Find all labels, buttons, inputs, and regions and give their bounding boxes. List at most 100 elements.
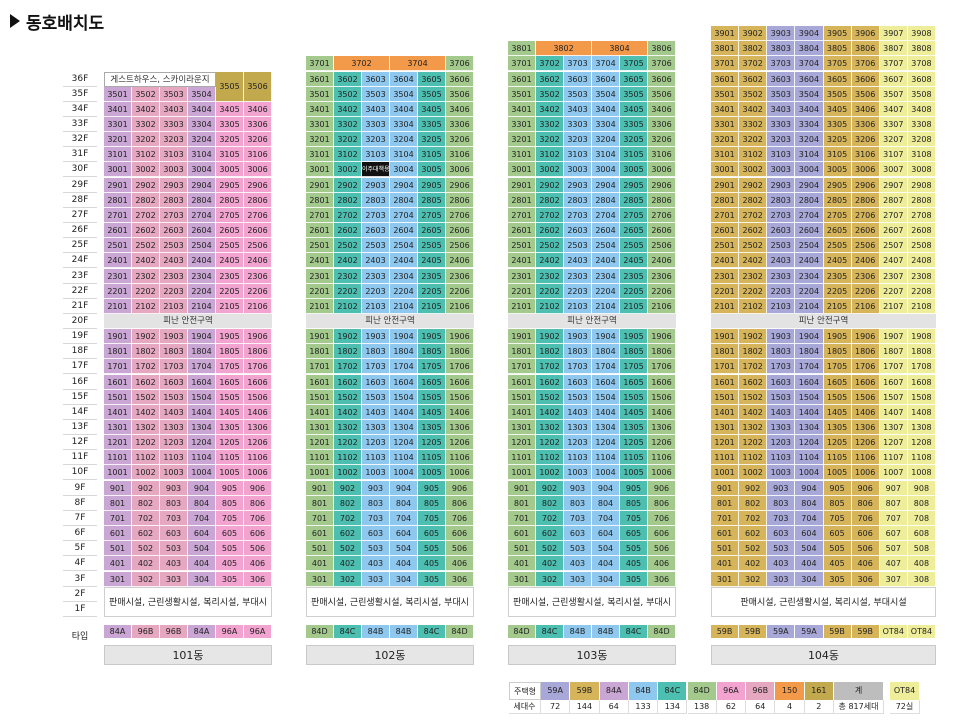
unit-cell[interactable]: 2502 <box>536 238 564 254</box>
unit-cell[interactable]: 2305 <box>620 268 648 284</box>
unit-cell[interactable]: 2705 <box>418 207 446 223</box>
unit-cell[interactable]: 1902 <box>334 329 362 345</box>
unit-cell[interactable]: 1701 <box>104 359 132 375</box>
unit-cell[interactable]: 3101 <box>711 147 740 163</box>
unit-cell[interactable]: 3503 <box>362 86 390 102</box>
unit-cell[interactable]: 2606 <box>851 223 880 239</box>
unit-cell[interactable]: 1905 <box>823 329 852 345</box>
unit-cell[interactable]: 2801 <box>104 192 132 208</box>
unit-cell[interactable]: 502 <box>334 541 362 557</box>
unit-cell[interactable]: 2108 <box>907 298 936 314</box>
unit-cell[interactable]: 1103 <box>160 450 188 466</box>
unit-cell[interactable]: 1403 <box>160 404 188 420</box>
unit-cell[interactable]: 603 <box>362 526 390 542</box>
unit-cell[interactable]: 2808 <box>907 192 936 208</box>
penthouse-cell[interactable]: 3804 <box>592 41 648 57</box>
unit-cell[interactable]: 1501 <box>306 389 334 405</box>
unit-cell[interactable]: 3504 <box>795 86 824 102</box>
unit-cell[interactable]: 505 <box>620 541 648 557</box>
unit-cell[interactable]: 3306 <box>244 117 272 132</box>
unit-cell[interactable]: 1405 <box>216 404 244 420</box>
unit-cell[interactable]: 402 <box>132 556 160 572</box>
unit-cell[interactable]: 2105 <box>620 298 648 314</box>
unit-cell[interactable]: 2501 <box>306 238 334 254</box>
unit-cell[interactable]: 1603 <box>564 374 592 390</box>
unit-cell[interactable]: 304 <box>390 571 418 587</box>
unit-cell[interactable]: 2105 <box>823 298 852 314</box>
unit-cell[interactable]: 3805 <box>823 41 852 57</box>
unit-cell[interactable]: 703 <box>362 510 390 526</box>
unit-cell[interactable]: 3002 <box>334 162 362 178</box>
unit-cell[interactable]: 3304 <box>188 117 216 132</box>
unit-cell[interactable]: 2403 <box>362 253 390 269</box>
unit-cell[interactable]: 2301 <box>711 268 740 284</box>
unit-cell[interactable]: 3604 <box>795 71 824 87</box>
unit-cell[interactable]: 3403 <box>767 101 796 117</box>
unit-cell[interactable]: 2504 <box>592 238 620 254</box>
unit-cell[interactable]: 3405 <box>620 101 648 117</box>
unit-cell[interactable]: 1704 <box>795 359 824 375</box>
unit-cell[interactable]: 501 <box>306 541 334 557</box>
unit-cell[interactable]: 3104 <box>390 147 418 163</box>
unit-cell[interactable]: 1906 <box>446 329 474 345</box>
unit-cell[interactable]: 2206 <box>244 283 272 299</box>
unit-cell[interactable]: 2201 <box>104 283 132 299</box>
unit-cell[interactable]: 603 <box>767 526 796 542</box>
unit-cell[interactable]: 3106 <box>851 147 880 163</box>
unit-cell[interactable]: 1101 <box>306 450 334 466</box>
unit-cell[interactable]: 1804 <box>592 344 620 360</box>
unit-cell[interactable]: 1403 <box>362 404 390 420</box>
unit-cell[interactable]: 2102 <box>132 298 160 314</box>
unit-cell[interactable]: 305 <box>418 571 446 587</box>
unit-cell[interactable]: 1102 <box>536 450 564 466</box>
unit-cell[interactable]: 2703 <box>160 207 188 223</box>
unit-cell[interactable]: 402 <box>536 556 564 572</box>
unit-cell[interactable]: 3606 <box>446 71 474 87</box>
unit-cell[interactable]: 602 <box>739 526 768 542</box>
unit-cell[interactable]: 1106 <box>851 450 880 466</box>
unit-cell[interactable]: 2403 <box>767 253 796 269</box>
unit-cell[interactable]: 3606 <box>851 71 880 87</box>
unit-cell[interactable]: 2608 <box>907 223 936 239</box>
unit-cell[interactable]: 1604 <box>390 374 418 390</box>
unit-cell[interactable]: 1706 <box>244 359 272 375</box>
unit-cell[interactable]: 1905 <box>216 329 244 345</box>
unit-cell[interactable]: 3002 <box>536 162 564 178</box>
unit-cell[interactable]: 402 <box>739 556 768 572</box>
unit-cell[interactable]: 3103 <box>160 147 188 163</box>
unit-cell[interactable]: 402 <box>334 556 362 572</box>
unit-cell[interactable]: 2207 <box>879 283 908 299</box>
unit-cell[interactable]: 3402 <box>739 101 768 117</box>
unit-cell[interactable]: 1706 <box>851 359 880 375</box>
unit-cell[interactable]: 1903 <box>767 329 796 345</box>
unit-cell[interactable]: 602 <box>132 526 160 542</box>
unit-cell[interactable]: 3701 <box>711 56 740 72</box>
unit-cell[interactable]: 2404 <box>795 253 824 269</box>
unit-cell[interactable]: 1501 <box>104 389 132 405</box>
unit-cell[interactable]: 601 <box>711 526 740 542</box>
unit-cell[interactable]: 405 <box>823 556 852 572</box>
unit-cell[interactable]: 3002 <box>739 162 768 178</box>
unit-cell[interactable]: 706 <box>648 510 676 526</box>
unit-cell[interactable]: 3403 <box>362 101 390 117</box>
unit-cell[interactable]: 505 <box>418 541 446 557</box>
unit-cell[interactable]: 2203 <box>564 283 592 299</box>
unit-cell[interactable]: 1101 <box>104 450 132 466</box>
unit-cell[interactable]: 1702 <box>132 359 160 375</box>
unit-cell[interactable]: 1404 <box>592 404 620 420</box>
unit-cell[interactable]: 2704 <box>188 207 216 223</box>
unit-cell[interactable]: 504 <box>795 541 824 557</box>
unit-cell[interactable]: 1101 <box>508 450 536 466</box>
unit-cell[interactable]: 1201 <box>104 435 132 451</box>
unit-cell[interactable]: 305 <box>823 571 852 587</box>
penthouse-cell[interactable]: 3704 <box>390 56 446 72</box>
unit-cell[interactable]: 1601 <box>711 374 740 390</box>
unit-cell[interactable]: 3708 <box>907 56 936 72</box>
unit-cell[interactable]: 2503 <box>160 238 188 254</box>
unit-cell[interactable]: 3407 <box>879 101 908 117</box>
unit-cell[interactable]: 1001 <box>711 465 740 481</box>
unit-cell[interactable]: 2204 <box>795 283 824 299</box>
unit-cell[interactable]: 2307 <box>879 268 908 284</box>
unit-cell[interactable]: 1302 <box>739 420 768 435</box>
unit-cell[interactable]: 3505 <box>418 86 446 102</box>
